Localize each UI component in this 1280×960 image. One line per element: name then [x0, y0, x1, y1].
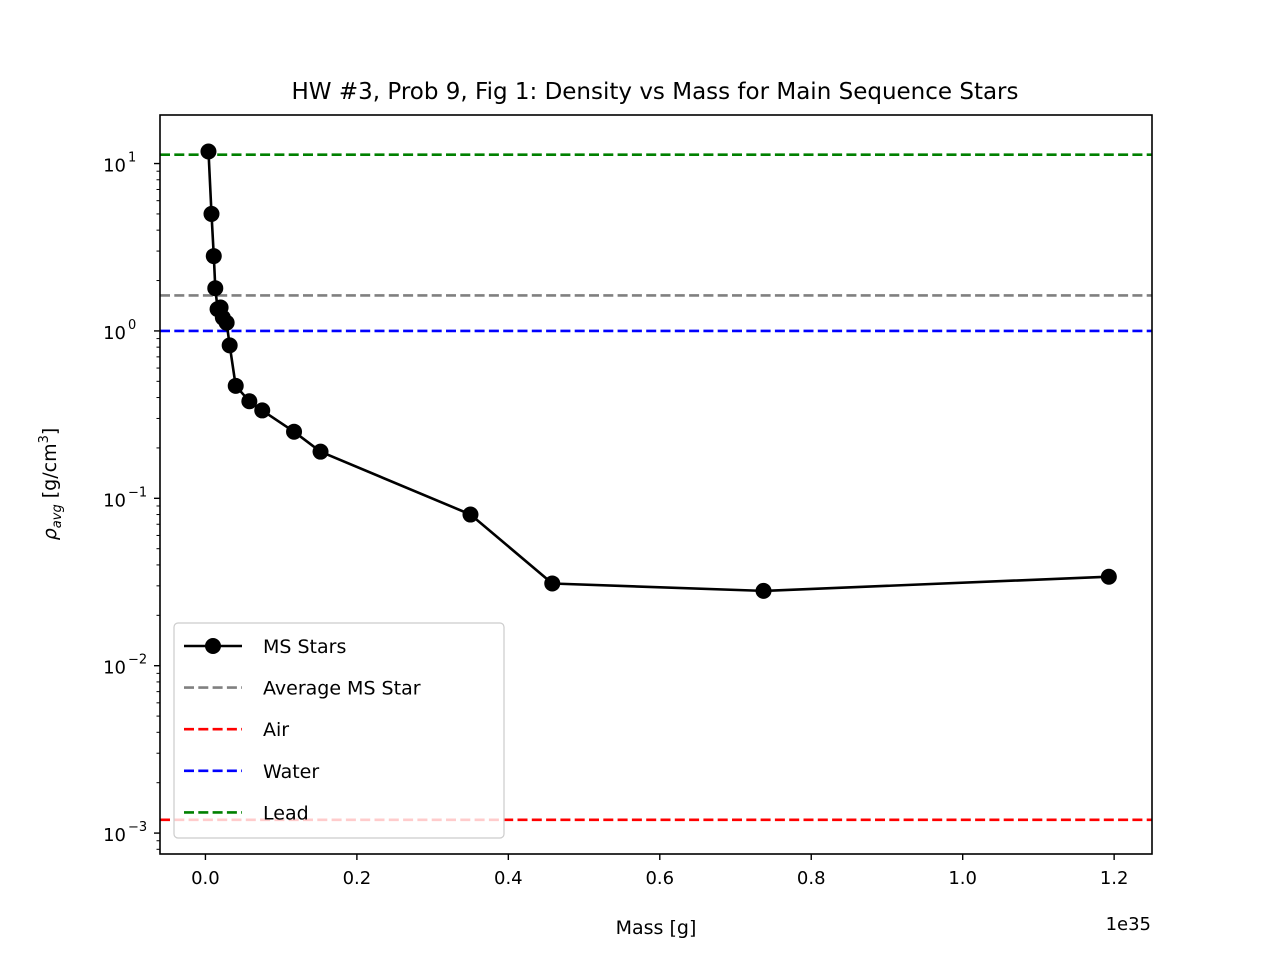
- x-tick-label: 0.8: [797, 868, 826, 889]
- data-point: [241, 393, 258, 410]
- data-point: [203, 205, 220, 222]
- y-tick-label: 10: [103, 658, 126, 679]
- data-point: [286, 423, 303, 440]
- x-tick-label: 0.4: [494, 868, 523, 889]
- series-line-ms-stars: [207, 151, 1109, 593]
- data-point: [200, 143, 217, 160]
- y-tick-label-exponent: 0: [128, 318, 136, 333]
- x-axis-offset-label: 1e35: [1106, 914, 1151, 935]
- data-point: [227, 377, 244, 394]
- legend-box: [173, 622, 505, 839]
- y-axis-label: ρavg [g/cm3]: [37, 428, 65, 541]
- legend-label: Lead: [263, 802, 309, 824]
- chart-title: HW #3, Prob 9, Fig 1: Density vs Mass fo…: [291, 79, 1018, 105]
- y-tick-label-exponent: −1: [128, 485, 147, 500]
- x-tick-label: 0.2: [343, 868, 372, 889]
- legend-label: MS Stars: [263, 636, 346, 658]
- x-axis-label: Mass [g]: [616, 917, 697, 939]
- y-axis-label-unit-close: ]: [39, 428, 61, 435]
- x-tick-label: 1.0: [948, 868, 977, 889]
- data-point: [462, 506, 479, 523]
- y-tick-label-exponent: −2: [128, 653, 147, 668]
- y-tick-label-exponent: −3: [128, 820, 147, 835]
- data-point: [221, 337, 238, 354]
- y-axis-label-unit: [g/cm: [39, 443, 61, 504]
- y-tick-label: 10: [103, 490, 126, 511]
- x-tick-label: 0.6: [645, 868, 674, 889]
- legend-entry-ms-stars: MS Stars: [184, 636, 346, 658]
- x-tick-label: 1.2: [1100, 868, 1129, 889]
- data-point: [755, 582, 772, 599]
- legend-entry-average-ms-star: Average MS Star: [184, 678, 421, 700]
- y-tick-label-exponent: 1: [128, 151, 136, 166]
- data-point: [312, 443, 329, 460]
- data-point: [544, 575, 561, 592]
- x-axis: 0.0 0.2 0.4 0.6 0.8 1.0 1.2: [191, 854, 1128, 889]
- legend-swatch-marker: [205, 638, 221, 654]
- legend-label: Average MS Star: [263, 678, 421, 700]
- data-point: [205, 248, 222, 265]
- plot-frame: [159, 114, 1153, 855]
- y-tick-label: 10: [103, 323, 126, 344]
- data-point: [254, 402, 271, 419]
- legend-entry-lead: Lead: [184, 802, 309, 824]
- legend-label: Water: [263, 761, 319, 783]
- plot-area: [160, 143, 1152, 822]
- y-axis-label-symbol: ρ: [39, 528, 61, 540]
- data-point: [1100, 568, 1117, 585]
- data-point: [218, 314, 235, 331]
- data-point: [207, 280, 224, 297]
- y-tick-label: 10: [103, 156, 126, 177]
- x-tick-label: 0.0: [191, 868, 220, 889]
- legend-entry-water: Water: [184, 761, 319, 783]
- y-axis-label-subscript: avg: [50, 504, 65, 528]
- legend-entry-air: Air: [184, 719, 289, 741]
- legend-label: Air: [263, 719, 289, 741]
- legend: MS Stars Average MS Star Air Water Lead: [173, 622, 505, 839]
- y-tick-label: 10: [103, 825, 126, 846]
- y-axis-label-unit-exponent: 3: [37, 435, 52, 443]
